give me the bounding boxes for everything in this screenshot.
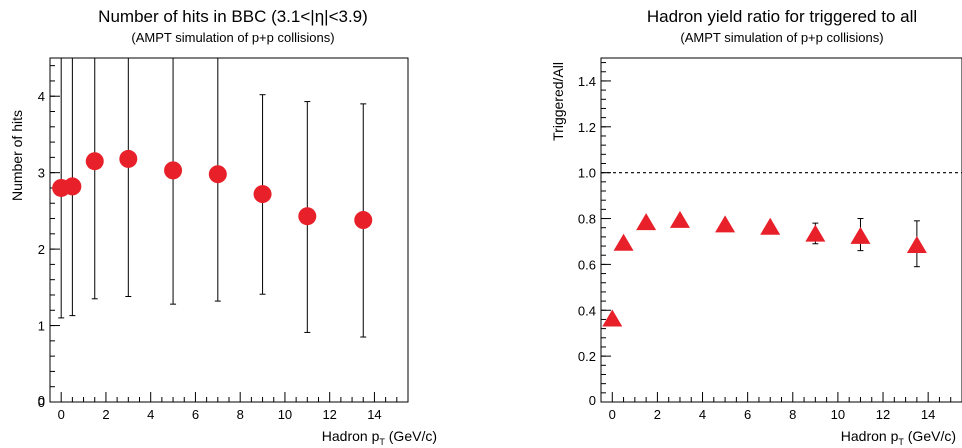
y-tick-label: 0.2 bbox=[578, 349, 596, 364]
y-axis-label: Number of hits bbox=[9, 110, 25, 201]
x-tick-label: 14 bbox=[367, 407, 381, 422]
x-axis-label-suffix: (GeV/c) bbox=[385, 428, 437, 444]
x-axis-label-subscript: T bbox=[898, 437, 904, 447]
y-tick-label: 4 bbox=[38, 89, 45, 104]
data-point bbox=[208, 165, 227, 184]
x-axis-label: Hadron pT (GeV/c) bbox=[841, 428, 956, 447]
y-tick-label: 0.8 bbox=[578, 212, 596, 227]
chart-title: Hadron yield ratio for triggered to all bbox=[647, 7, 917, 26]
y-tick-label: 1.4 bbox=[578, 74, 596, 89]
x-tick-label: 8 bbox=[237, 407, 244, 422]
x-axis-label-suffix: (GeV/c) bbox=[904, 428, 956, 444]
y-tick-label: 0 bbox=[38, 393, 45, 408]
y-tick-label: 2 bbox=[38, 242, 45, 257]
x-tick-label: 6 bbox=[744, 407, 751, 422]
chart-subtitle: (AMPT simulation of p+p collisions) bbox=[131, 30, 334, 45]
data-point bbox=[253, 185, 272, 204]
data-point bbox=[636, 213, 657, 231]
data-point bbox=[850, 226, 871, 244]
x-tick-label: 6 bbox=[192, 407, 199, 422]
data-point bbox=[613, 233, 634, 251]
data-point bbox=[669, 210, 690, 228]
y-tick-label: 0 bbox=[38, 395, 45, 410]
data-point bbox=[164, 161, 183, 180]
x-tick-label: 4 bbox=[699, 407, 706, 422]
x-tick-label: 2 bbox=[654, 407, 661, 422]
x-tick-label: 12 bbox=[322, 407, 336, 422]
y-tick-label: 1.2 bbox=[578, 120, 596, 135]
data-point bbox=[906, 236, 927, 254]
x-axis-label: Hadron pT (GeV/c) bbox=[322, 428, 437, 447]
x-axis-label-subscript: T bbox=[379, 437, 385, 447]
data-point bbox=[85, 152, 104, 171]
x-axis-label-main: Hadron p bbox=[322, 428, 380, 444]
y-tick-label: 1.0 bbox=[578, 166, 596, 181]
chart-subtitle: (AMPT simulation of p+p collisions) bbox=[680, 30, 883, 45]
x-tick-label: 14 bbox=[921, 407, 935, 422]
y-tick-label: 0 bbox=[589, 393, 596, 408]
y-tick-label: 3 bbox=[38, 166, 45, 181]
tick-group: 0 2 4 6 8 10 12 14 0.2 0.4 0.6 0.8 1.0 1.2 1.4 0 bbox=[578, 62, 962, 422]
x-axis-label-main: Hadron p bbox=[841, 428, 899, 444]
x-tick-label: 0 bbox=[609, 407, 616, 422]
data-point bbox=[715, 215, 736, 233]
x-tick-label: 4 bbox=[147, 407, 154, 422]
x-tick-label: 2 bbox=[102, 407, 109, 422]
y-tick-label: 0.6 bbox=[578, 257, 596, 272]
hits-panel: Number of hits in BBC (3.1<|η|<3.9) (AMP… bbox=[9, 7, 437, 447]
data-group bbox=[52, 58, 373, 338]
data-point bbox=[119, 149, 138, 168]
y-tick-label: 1 bbox=[38, 319, 45, 334]
data-point bbox=[602, 309, 623, 327]
x-tick-label: 12 bbox=[876, 407, 890, 422]
plot-frame bbox=[600, 57, 962, 403]
y-tick-label: 0.4 bbox=[578, 303, 596, 318]
x-tick-label: 8 bbox=[789, 407, 796, 422]
data-point bbox=[760, 217, 781, 235]
data-point bbox=[298, 207, 317, 226]
plot-frame bbox=[49, 57, 409, 403]
data-point bbox=[63, 177, 82, 196]
x-tick-label: 10 bbox=[278, 407, 292, 422]
data-group bbox=[601, 172, 962, 327]
chart-title: Number of hits in BBC (3.1<|η|<3.9) bbox=[98, 7, 368, 26]
y-axis-label: Triggered/All bbox=[550, 62, 566, 141]
data-point bbox=[805, 224, 826, 242]
data-point bbox=[354, 211, 373, 230]
x-tick-label: 0 bbox=[58, 407, 65, 422]
ratio-panel: Hadron yield ratio for triggered to all … bbox=[550, 7, 962, 447]
x-tick-label: 10 bbox=[831, 407, 845, 422]
